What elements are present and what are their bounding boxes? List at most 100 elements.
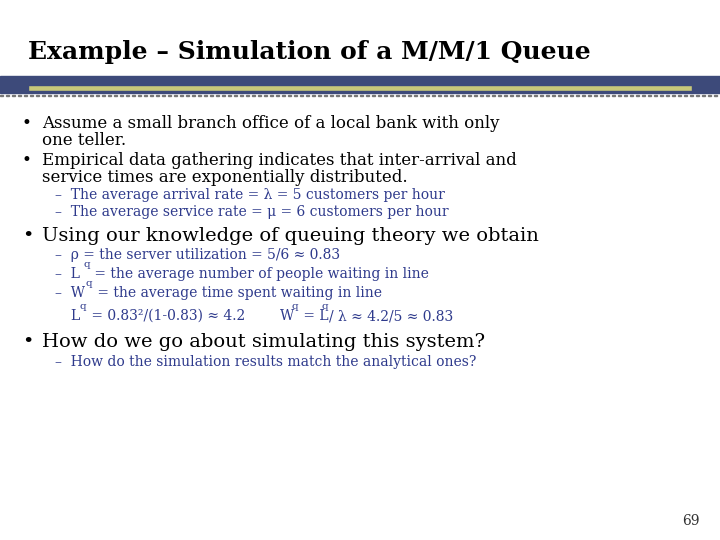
Bar (192, 94, 195, 96)
Bar (672, 94, 675, 96)
Bar (18, 94, 21, 96)
Bar (360, 94, 363, 96)
Bar (576, 94, 579, 96)
Text: q: q (80, 302, 86, 311)
Bar (708, 94, 711, 96)
Bar (516, 94, 519, 96)
Bar (690, 94, 693, 96)
Bar (162, 94, 165, 96)
Bar (372, 94, 375, 96)
Text: –  How do the simulation results match the analytical ones?: – How do the simulation results match th… (55, 355, 477, 369)
Text: –  The average arrival rate = λ = 5 customers per hour: – The average arrival rate = λ = 5 custo… (55, 188, 445, 202)
Bar (540, 94, 543, 96)
Bar (594, 94, 597, 96)
Bar (702, 94, 705, 96)
Bar (618, 94, 621, 96)
Bar (546, 94, 549, 96)
Bar (84, 94, 87, 96)
Bar (312, 94, 315, 96)
Bar (714, 94, 717, 96)
Bar (684, 94, 687, 96)
Bar (282, 94, 285, 96)
Bar (306, 94, 309, 96)
Bar (180, 94, 183, 96)
Bar (12, 94, 15, 96)
Bar (0, 85, 720, 91)
Text: W: W (280, 309, 294, 323)
Bar (474, 94, 477, 96)
Text: L: L (70, 309, 79, 323)
Bar (48, 94, 51, 96)
Bar (588, 94, 591, 96)
Bar (348, 94, 351, 96)
Bar (336, 94, 339, 96)
Bar (426, 94, 429, 96)
Bar (150, 94, 153, 96)
Bar (636, 94, 639, 96)
Bar (696, 94, 699, 96)
Bar (42, 94, 45, 96)
Bar (396, 94, 399, 96)
Bar (408, 94, 411, 96)
Text: •: • (22, 115, 32, 132)
Bar (552, 94, 555, 96)
Bar (168, 94, 171, 96)
Bar (60, 94, 63, 96)
Text: Using our knowledge of queuing theory we obtain: Using our knowledge of queuing theory we… (42, 227, 539, 245)
Bar (24, 94, 27, 96)
Bar (660, 94, 663, 96)
Bar (300, 94, 303, 96)
Text: Example – Simulation of a M/M/1 Queue: Example – Simulation of a M/M/1 Queue (28, 40, 590, 64)
Bar (144, 94, 147, 96)
Bar (30, 94, 33, 96)
Bar (444, 94, 447, 96)
Bar (504, 94, 507, 96)
Text: •: • (22, 152, 32, 169)
Bar (456, 94, 459, 96)
Bar (270, 94, 273, 96)
Text: q: q (86, 279, 93, 288)
Bar (138, 94, 141, 96)
Bar (486, 94, 489, 96)
Bar (66, 94, 69, 96)
Bar (234, 94, 237, 96)
Bar (216, 94, 219, 96)
Text: –  ρ = the server utilization = 5/6 ≈ 0.83: – ρ = the server utilization = 5/6 ≈ 0.8… (55, 248, 340, 262)
Text: one teller.: one teller. (42, 132, 126, 149)
Bar (582, 94, 585, 96)
Text: = L: = L (299, 309, 328, 323)
Bar (522, 94, 525, 96)
Bar (288, 94, 291, 96)
Bar (492, 94, 495, 96)
Bar (72, 94, 75, 96)
Bar (108, 94, 111, 96)
Bar (246, 94, 249, 96)
Text: service times are exponentially distributed.: service times are exponentially distribu… (42, 169, 408, 186)
Text: q: q (83, 260, 89, 269)
Bar (126, 94, 129, 96)
Text: = the average number of people waiting in line: = the average number of people waiting i… (90, 267, 429, 281)
Bar (666, 94, 669, 96)
Bar (210, 94, 213, 96)
Bar (6, 94, 9, 96)
Text: / λ ≈ 4.2/5 ≈ 0.83: / λ ≈ 4.2/5 ≈ 0.83 (329, 309, 454, 323)
Text: •: • (22, 227, 33, 245)
Bar (324, 94, 327, 96)
Bar (462, 94, 465, 96)
Bar (612, 94, 615, 96)
Bar (564, 94, 567, 96)
Bar (480, 94, 483, 96)
Text: How do we go about simulating this system?: How do we go about simulating this syste… (42, 333, 485, 351)
Bar (0, 76, 720, 85)
Bar (78, 94, 81, 96)
Bar (90, 94, 93, 96)
Bar (600, 94, 603, 96)
Bar (606, 94, 609, 96)
Bar (354, 94, 357, 96)
Bar (384, 94, 387, 96)
Bar (240, 94, 243, 96)
Bar (630, 94, 633, 96)
Text: = 0.83²/(1-0.83) ≈ 4.2: = 0.83²/(1-0.83) ≈ 4.2 (87, 309, 246, 323)
Bar (222, 94, 225, 96)
Bar (264, 94, 267, 96)
